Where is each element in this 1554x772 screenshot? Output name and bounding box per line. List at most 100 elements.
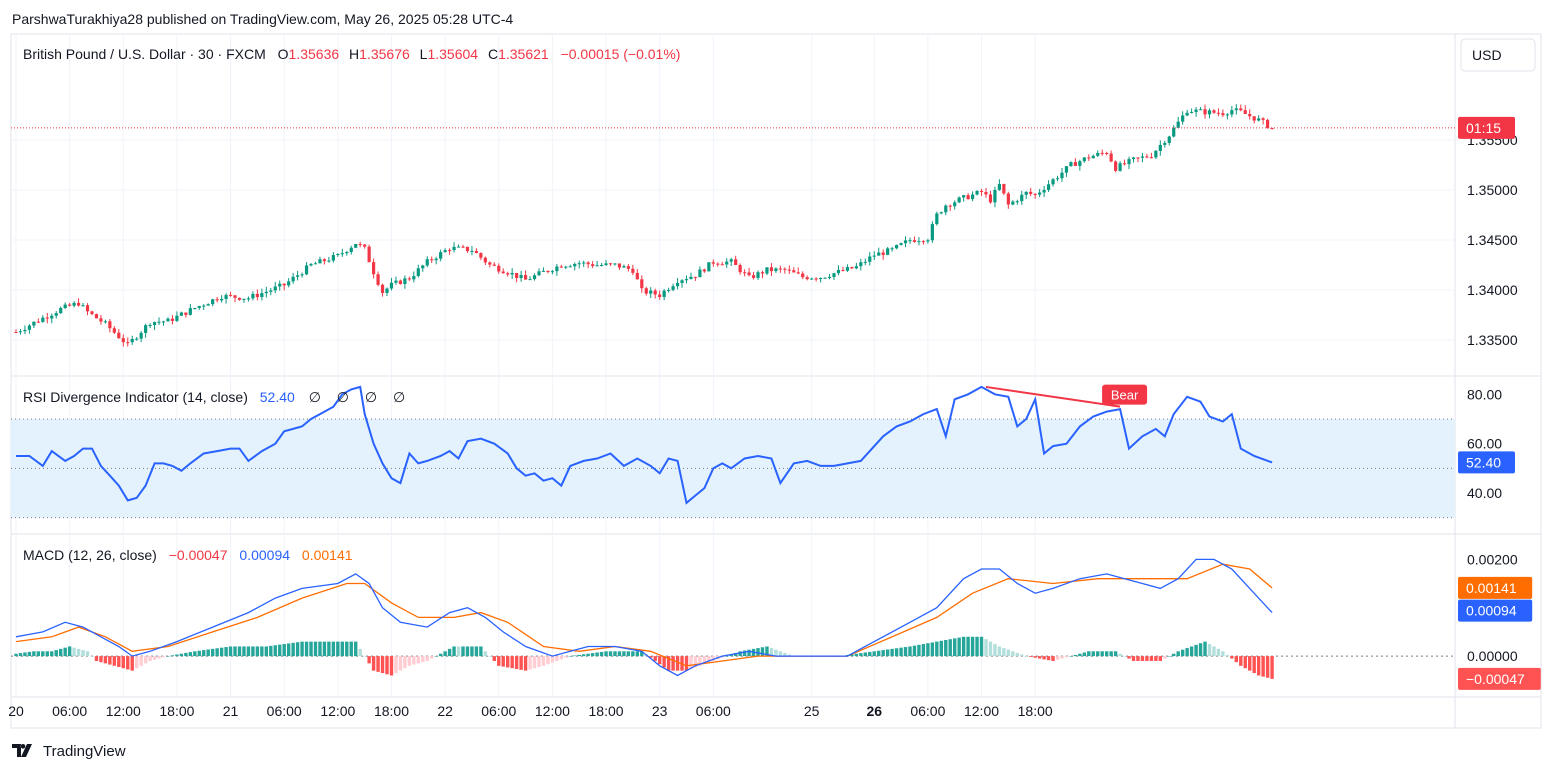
candle: [264, 286, 268, 298]
macd-hist-bar: [778, 651, 783, 657]
macd-hist-bar: [14, 653, 18, 657]
candle: [1176, 116, 1180, 129]
macd-hist-bar: [550, 656, 555, 663]
rsi-legend[interactable]: RSI Divergence Indicator (14, close) 52.…: [23, 389, 405, 405]
candle: [483, 256, 487, 266]
rsi-tick-label: 60.00: [1467, 436, 1502, 452]
candle: [872, 251, 876, 261]
candle: [452, 242, 456, 253]
candle: [850, 266, 854, 269]
macd-hist-bar: [640, 651, 644, 657]
candle: [1046, 180, 1051, 193]
macd-hist-bar: [984, 639, 988, 657]
macd-hist-bar: [1252, 656, 1256, 674]
time-tick-label: 12:00: [964, 703, 999, 719]
macd-hist-bar: [541, 656, 546, 666]
price-tick-label: 1.33500: [1467, 332, 1518, 348]
candle: [372, 258, 376, 279]
macd-hist-bar: [403, 656, 407, 669]
macd-hist-bar: [1198, 643, 1203, 657]
candle: [215, 296, 219, 303]
candle: [148, 323, 152, 329]
candle: [1020, 190, 1024, 205]
macd-hist-bar: [590, 653, 595, 657]
macd-hist-bar: [622, 651, 626, 657]
macd-hist-bar: [322, 641, 327, 657]
candle: [537, 268, 541, 276]
macd-hist-bar: [488, 656, 492, 657]
macd-hist-bar: [1145, 656, 1149, 661]
candle: [260, 288, 264, 301]
candle: [734, 255, 738, 266]
macd-hist-bar: [693, 656, 698, 668]
macd-hist-bar: [1087, 651, 1091, 657]
price-badges: 01:15 52.40 0.00141 0.00094 −0.00047: [1458, 116, 1541, 690]
candle: [608, 262, 613, 266]
macd-hist-bar: [1037, 656, 1042, 659]
macd-hist-bar: [81, 650, 85, 657]
candle: [555, 263, 559, 276]
macd-hist-bar: [519, 656, 523, 670]
macd-hist-bar: [152, 656, 157, 660]
candle: [510, 268, 514, 279]
macd-hist-bar: [425, 656, 429, 661]
macd-hist-bar: [1118, 653, 1122, 657]
macd-hist-bar: [1131, 656, 1136, 661]
candle: [251, 291, 255, 301]
macd-hist-bar: [85, 651, 90, 657]
candle: [577, 260, 581, 269]
candle: [1158, 140, 1162, 156]
macd-hist-bar: [903, 647, 908, 657]
candle: [246, 296, 251, 302]
candle: [14, 329, 18, 333]
bear-label-text: Bear: [1111, 388, 1139, 403]
rsi-legend-na-2: ∅: [337, 389, 349, 405]
macd-hist-bar: [108, 656, 112, 665]
macd-hist-bar: [1042, 656, 1046, 660]
macd-hist-bar: [202, 650, 206, 657]
macd-hist-bar: [349, 641, 353, 657]
candle: [921, 240, 926, 245]
macd-hist-bar: [470, 646, 474, 657]
candle: [224, 293, 228, 304]
candle: [1100, 149, 1104, 156]
macd-hist-bar: [711, 656, 716, 661]
candle: [380, 283, 385, 297]
currency-button[interactable]: USD: [1460, 38, 1536, 72]
macd-hist-bar: [103, 656, 108, 664]
macd-hist-bar: [1064, 656, 1069, 658]
tradingview-logo[interactable]: TradingView: [12, 743, 126, 760]
macd-hist-bar: [1011, 651, 1015, 657]
candlesticks: [14, 104, 1274, 347]
candle: [318, 256, 322, 264]
candle: [912, 236, 917, 243]
candle: [1105, 151, 1109, 156]
time-tick-label: 12:00: [320, 703, 355, 719]
candle: [425, 256, 429, 268]
candle: [117, 328, 121, 339]
candle: [743, 269, 747, 277]
macd-hist-bar: [1140, 656, 1145, 661]
macd-hist-bar: [170, 655, 175, 657]
candle: [899, 242, 903, 246]
macd-hist-bar: [514, 656, 519, 670]
candle: [1198, 107, 1203, 111]
candle: [984, 187, 988, 198]
svg-text:0.00094: 0.00094: [1466, 603, 1517, 619]
macd-hist-bar: [1270, 656, 1274, 679]
macd-hist-bar: [264, 646, 269, 657]
time-tick-label: 06:00: [481, 703, 516, 719]
macd-hist-bar: [899, 647, 903, 657]
main-legend[interactable]: British Pound / U.S. Dollar · 30 · FXCM …: [23, 46, 680, 62]
macd-legend[interactable]: MACD (12, 26, close) −0.00047 0.00094 0.…: [23, 547, 353, 563]
price-tick-label: 1.34500: [1467, 232, 1518, 248]
macd-legend-macd: 0.00094: [239, 547, 290, 563]
macd-hist-bar: [1109, 651, 1113, 657]
candle: [519, 270, 523, 282]
macd-hist-bar: [613, 651, 617, 657]
candle: [707, 262, 711, 272]
candle: [492, 262, 496, 267]
macd-hist-bar: [653, 656, 657, 661]
candle: [474, 248, 479, 254]
